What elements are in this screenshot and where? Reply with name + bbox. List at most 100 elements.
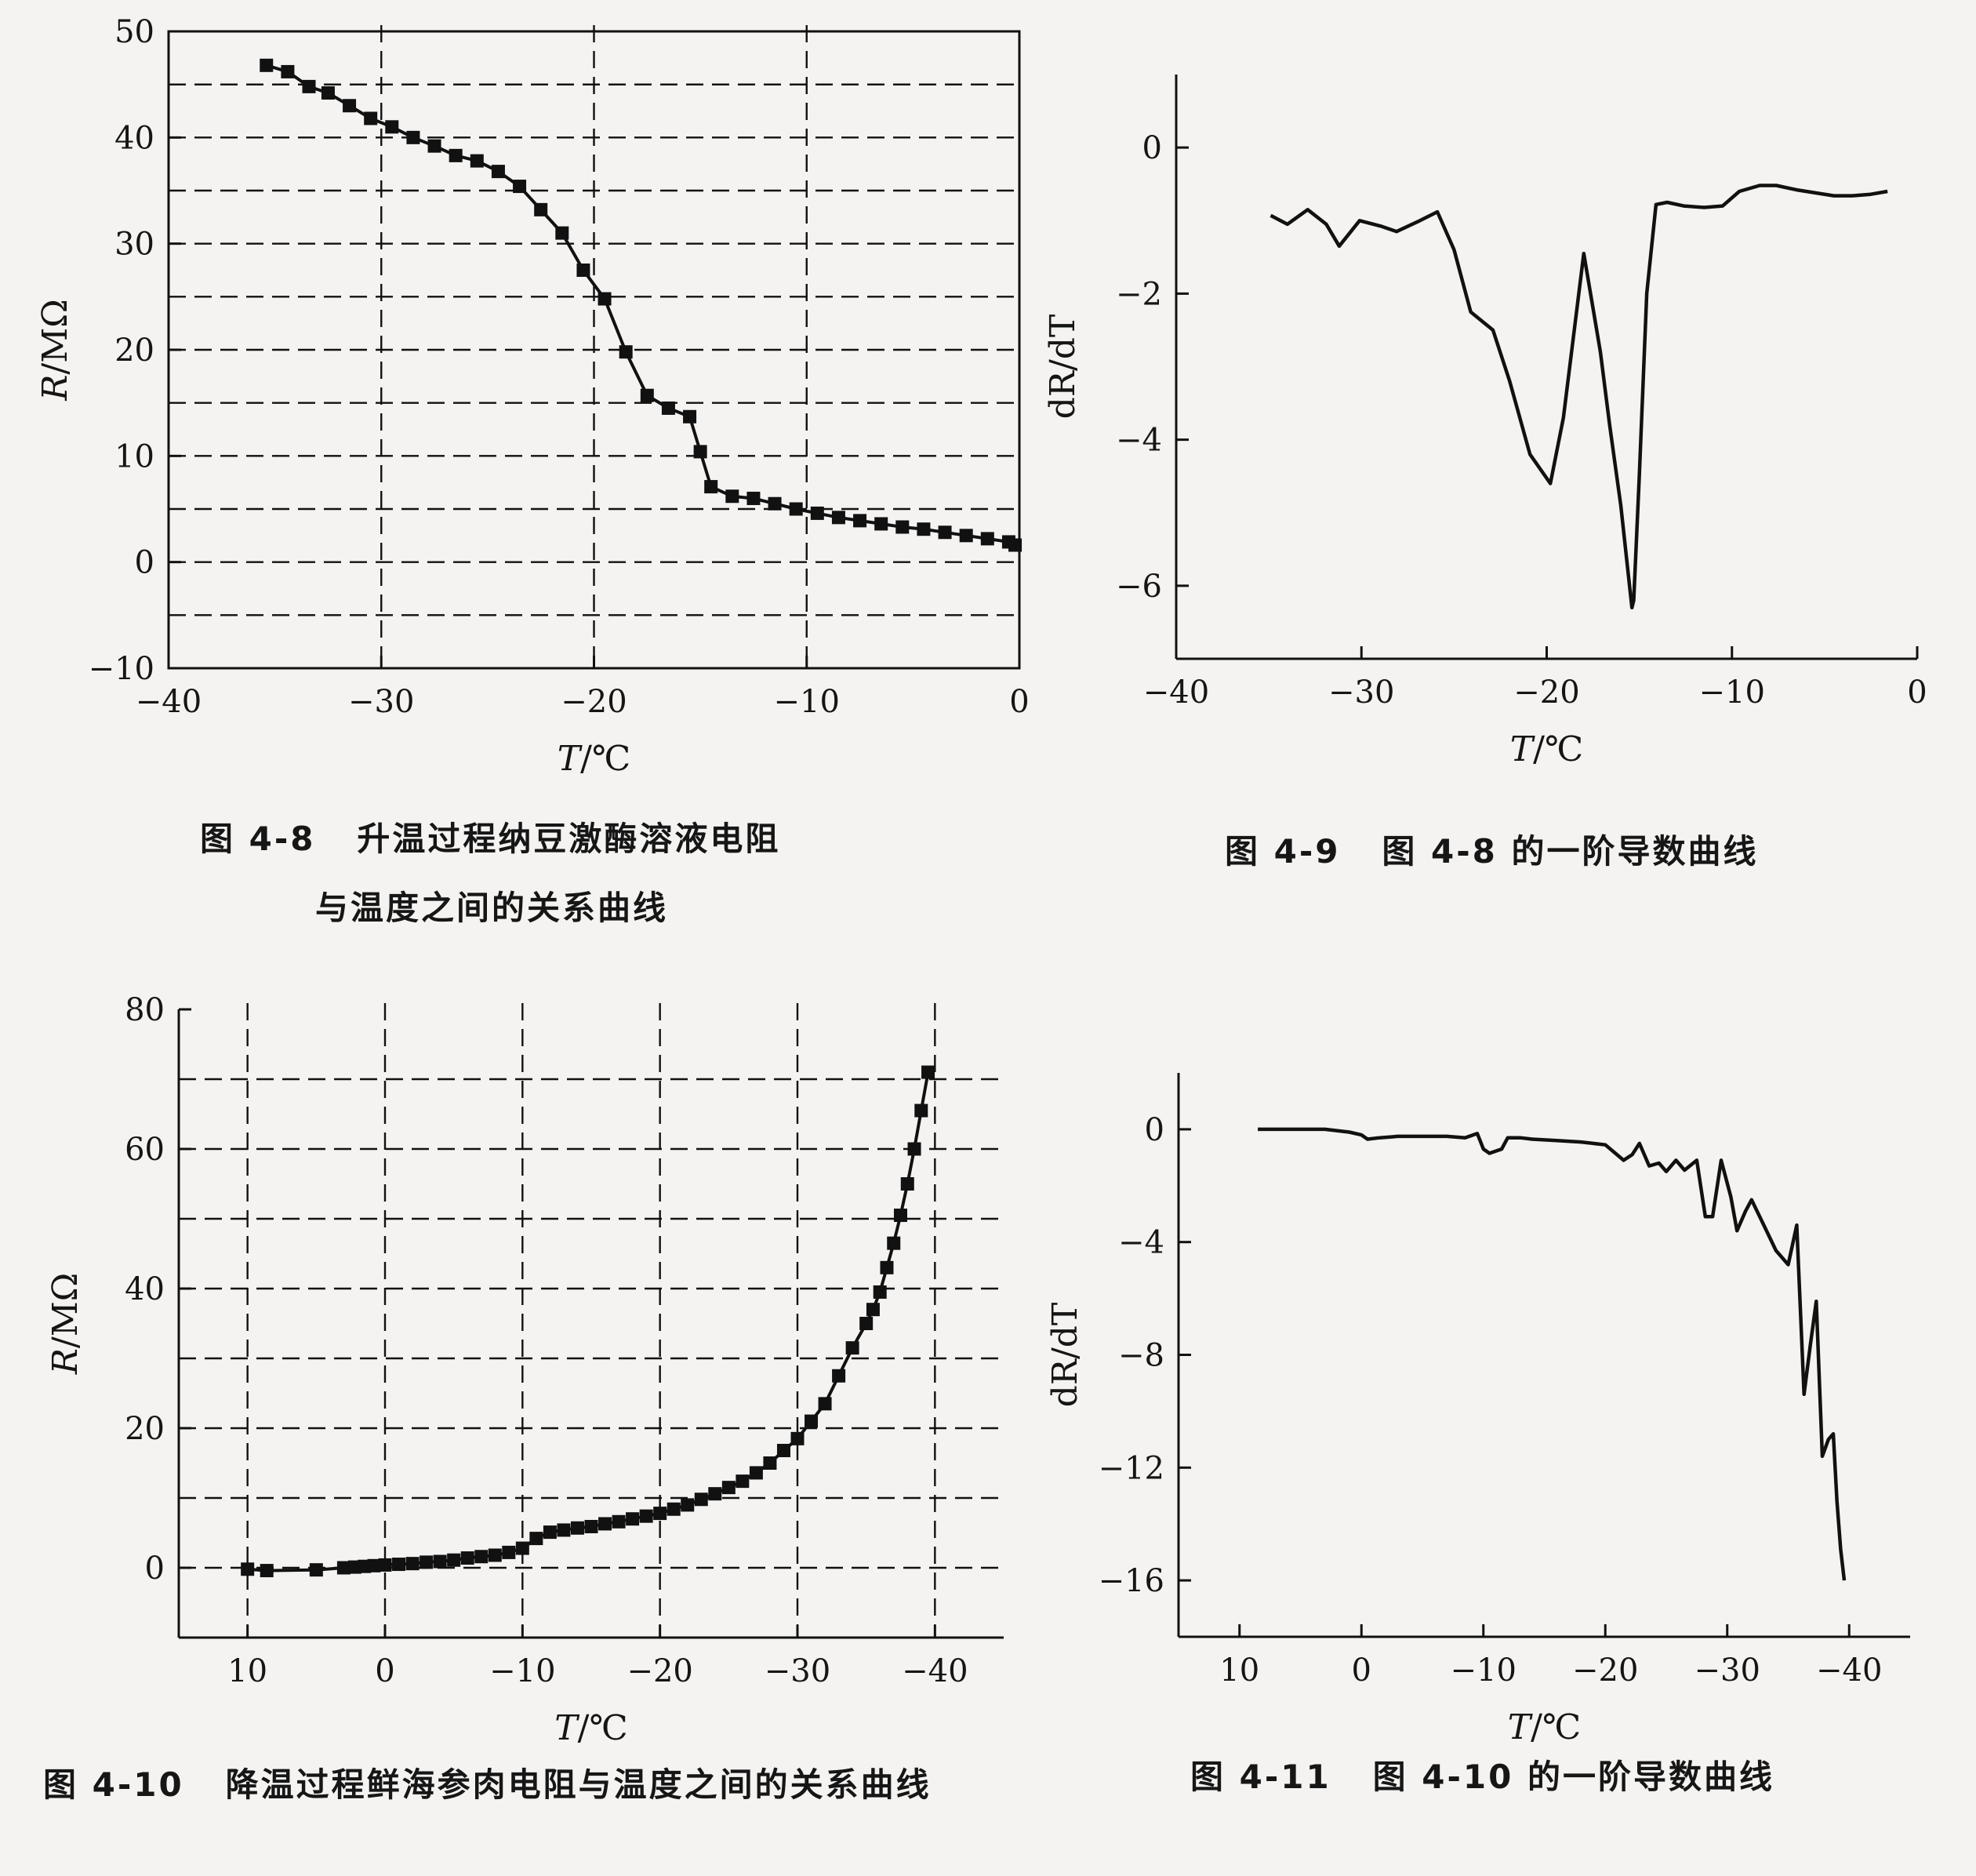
fig48-ytick-label: 20 bbox=[114, 333, 154, 369]
caption-fig-4-10-title: 降温过程鲜海参肉电阻与温度之间的关系曲线 bbox=[225, 1765, 932, 1804]
fig48-data-point bbox=[260, 58, 274, 72]
fig410-ytick-label: 80 bbox=[125, 992, 165, 1028]
fig410-data-point bbox=[557, 1523, 571, 1537]
fig48-data-point bbox=[491, 165, 505, 179]
fig410-data-point bbox=[474, 1550, 489, 1564]
fig410-xtick-label: −10 bbox=[489, 1653, 555, 1689]
fig411-ytick-label: −8 bbox=[1118, 1338, 1164, 1374]
caption-fig-4-11-title: 图 4-10 的一阶导数曲线 bbox=[1372, 1758, 1774, 1796]
fig410-data-point bbox=[880, 1260, 894, 1274]
fig48-data-point bbox=[449, 148, 463, 162]
fig410-data-point bbox=[367, 1558, 381, 1572]
fig48-data-point bbox=[959, 529, 973, 543]
fig410-data-point bbox=[529, 1532, 543, 1546]
fig48-y-axis-var: R bbox=[35, 375, 75, 402]
fig49-x-axis-label: T/℃ bbox=[1510, 729, 1583, 769]
caption-fig-4-8-title-2: 与温度之间的关系曲线 bbox=[315, 889, 669, 927]
fig410-data-point bbox=[763, 1456, 777, 1470]
fig410-data-point bbox=[639, 1509, 653, 1523]
fig48-data-point bbox=[406, 130, 420, 144]
fig48-x-axis-var: T bbox=[558, 739, 583, 779]
fig410-data-point bbox=[805, 1414, 819, 1428]
fig410-y-axis-label: R/MΩ bbox=[45, 1273, 85, 1376]
fig411-xtick-label: −10 bbox=[1451, 1652, 1517, 1689]
fig410-x-axis-unit: /℃ bbox=[578, 1708, 628, 1748]
fig49-ytick-label: −4 bbox=[1116, 423, 1162, 459]
fig410-data-point bbox=[866, 1303, 880, 1317]
fig410-data-point bbox=[894, 1209, 907, 1223]
fig410-data-point bbox=[653, 1507, 667, 1521]
fig49-x-axis-unit: /℃ bbox=[1533, 729, 1583, 769]
caption-fig-4-8-line-2: 与温度之间的关系曲线 bbox=[315, 882, 668, 929]
fig410-data-point bbox=[667, 1502, 681, 1516]
fig410-data-point bbox=[502, 1545, 516, 1559]
fig410-data-point bbox=[241, 1562, 255, 1576]
fig49-x-axis-var: T bbox=[1510, 729, 1536, 769]
fig48-data-point bbox=[895, 520, 910, 534]
fig410-data-point bbox=[776, 1443, 790, 1457]
fig410-x-axis-label: T/℃ bbox=[554, 1708, 627, 1748]
caption-fig-4-8-line-1: 图 4-8 升温过程纳豆激酶溶液电阻 bbox=[200, 813, 780, 860]
fig48-xtick-label: −40 bbox=[136, 684, 202, 720]
fig48-data-point bbox=[470, 154, 484, 168]
caption-fig-4-11-number: 图 4-11 bbox=[1190, 1758, 1331, 1796]
fig410-xtick-label: −40 bbox=[902, 1653, 968, 1689]
caption-fig-4-8-number: 图 4-8 bbox=[200, 820, 316, 858]
fig411-chart: 0 −4 −8 −12 −16 10 0 −10 −20 −30 −40 T/℃ dR/dT bbox=[1045, 1073, 1910, 1747]
fig48-data-point bbox=[746, 491, 761, 505]
fig410-y-axis-var: R bbox=[45, 1348, 85, 1375]
fig48-data-point bbox=[576, 264, 590, 277]
fig411-ytick-label: −4 bbox=[1118, 1225, 1164, 1261]
fig410-data-point bbox=[900, 1177, 914, 1191]
fig48-data-point bbox=[427, 139, 441, 153]
fig410-data-point bbox=[907, 1142, 921, 1156]
fig410-ytick-label: 40 bbox=[125, 1271, 165, 1307]
fig410-data-point bbox=[818, 1397, 832, 1411]
fig48-data-point bbox=[704, 480, 718, 494]
fig48-data-point bbox=[1008, 538, 1023, 552]
fig410-y-axis-unit: /MΩ bbox=[45, 1273, 85, 1348]
fig48-ytick-label: −10 bbox=[89, 651, 154, 687]
fig410-data-point bbox=[447, 1553, 461, 1567]
fig49-ytick-label: −6 bbox=[1116, 569, 1162, 605]
fig48-y-axis-unit: /MΩ bbox=[35, 299, 75, 374]
fig49-y-axis-label: dR/dT bbox=[1043, 314, 1083, 420]
fig48-data-point bbox=[364, 111, 378, 125]
fig49-xtick-label: 0 bbox=[1907, 674, 1927, 711]
fig411-xtick-label: −30 bbox=[1694, 1652, 1760, 1689]
fig410-ytick-label: 60 bbox=[125, 1132, 165, 1168]
fig49-ytick-label: −2 bbox=[1116, 276, 1162, 312]
fig410-data-point bbox=[887, 1236, 901, 1250]
fig49-xtick-label: −40 bbox=[1143, 674, 1209, 711]
fig410-ytick-label: 0 bbox=[145, 1551, 165, 1587]
fig48-data-point bbox=[555, 226, 569, 240]
fig411-x-axis-unit: /℃ bbox=[1531, 1707, 1581, 1747]
fig411-xtick-label: 0 bbox=[1352, 1652, 1371, 1689]
fig410-data-point bbox=[488, 1548, 502, 1562]
fig48-x-axis-unit: /℃ bbox=[580, 739, 630, 779]
fig410-chart: 80 60 40 20 0 10 0 −10 −20 −30 −40 T/℃ R/MΩ bbox=[45, 992, 1004, 1748]
fig410-xtick-label: −30 bbox=[765, 1653, 830, 1689]
fig48-ytick-label: 0 bbox=[135, 545, 154, 581]
fig49-xtick-label: −30 bbox=[1328, 674, 1394, 711]
fig48-data-point bbox=[789, 502, 803, 516]
fig410-data-point bbox=[309, 1563, 323, 1577]
fig410-data-point bbox=[873, 1285, 887, 1299]
fig48-data-point bbox=[938, 525, 952, 540]
fig411-y-axis-label: dR/dT bbox=[1045, 1303, 1085, 1408]
fig48-ytick-label: 40 bbox=[114, 120, 154, 156]
fig410-data-point bbox=[584, 1519, 598, 1533]
fig410-data-point bbox=[694, 1492, 708, 1507]
fig48-xtick-label: −10 bbox=[774, 684, 840, 720]
fig49-series-line bbox=[1270, 184, 1888, 610]
fig48-data-point bbox=[725, 489, 739, 504]
fig48-data-point bbox=[853, 514, 867, 528]
fig49-xtick-label: −10 bbox=[1699, 674, 1765, 711]
fig48-xtick-label: −20 bbox=[561, 684, 627, 720]
fig410-xtick-label: −20 bbox=[627, 1653, 692, 1689]
fig48-data-point bbox=[343, 99, 357, 113]
fig410-data-point bbox=[336, 1561, 351, 1575]
caption-fig-4-9-number: 图 4-9 bbox=[1225, 832, 1341, 871]
fig410-data-point bbox=[832, 1369, 846, 1383]
